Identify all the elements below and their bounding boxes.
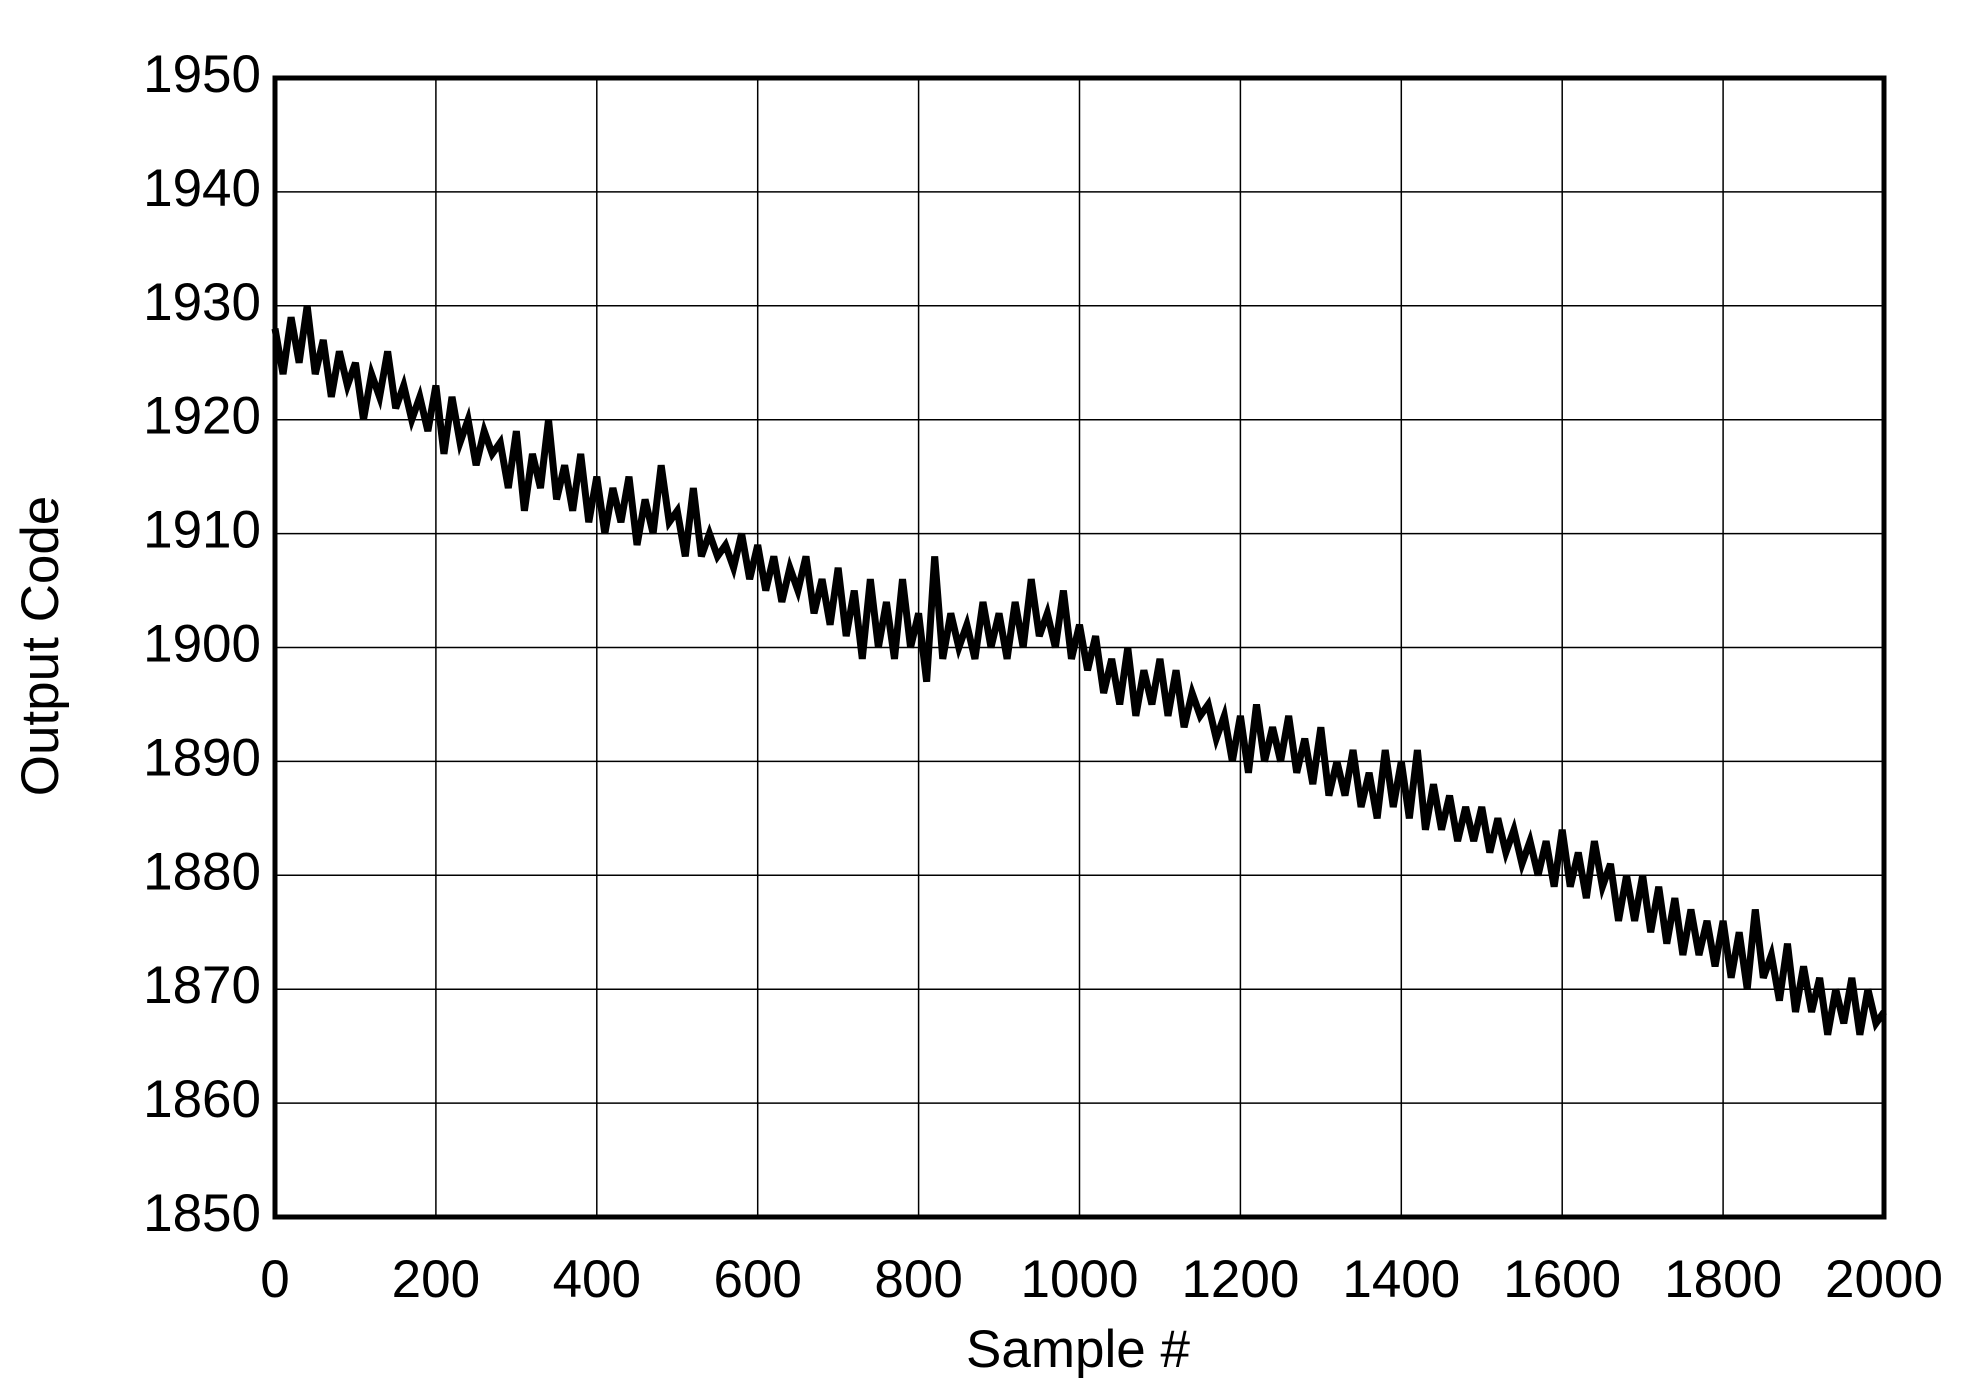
x-tick-label: 1400 xyxy=(1342,1250,1460,1309)
x-tick-label: 600 xyxy=(713,1250,801,1309)
x-tick-label: 1000 xyxy=(1021,1250,1139,1309)
y-tick-label: 1950 xyxy=(143,45,261,104)
x-tick-label: 1600 xyxy=(1503,1250,1621,1309)
x-tick-label: 800 xyxy=(874,1250,962,1309)
x-tick-label: 2000 xyxy=(1825,1250,1943,1309)
y-tick-label: 1870 xyxy=(143,956,261,1015)
y-tick-label: 1860 xyxy=(143,1070,261,1129)
y-axis-label: Output Code xyxy=(11,496,70,797)
y-tick-label: 1880 xyxy=(143,842,261,901)
y-tick-label: 1920 xyxy=(143,387,261,446)
plot-frame xyxy=(272,75,1887,1220)
data-line xyxy=(271,305,1887,1036)
y-tick-label: 1930 xyxy=(143,273,261,332)
y-tick-label: 1910 xyxy=(143,501,261,560)
x-tick-label: 400 xyxy=(553,1250,641,1309)
x-tick-label: 1800 xyxy=(1664,1250,1782,1309)
y-tick-label: 1940 xyxy=(143,159,261,218)
x-tick-label: 200 xyxy=(392,1250,480,1309)
y-tick-label: 1890 xyxy=(143,728,261,787)
x-tick-label: 1200 xyxy=(1181,1250,1299,1309)
x-tick-label: 0 xyxy=(260,1250,289,1309)
y-tick-label: 1850 xyxy=(143,1184,261,1243)
x-axis-label: Sample # xyxy=(966,1320,1190,1379)
y-tick-label: 1900 xyxy=(143,615,261,674)
